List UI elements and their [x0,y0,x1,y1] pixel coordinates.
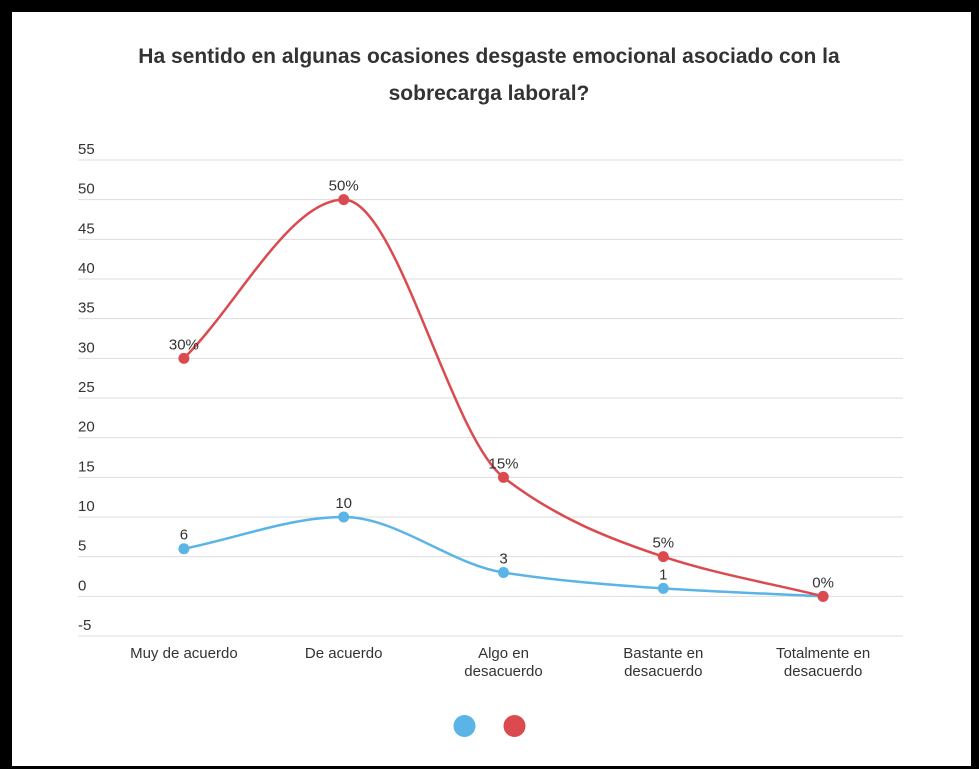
point [338,194,350,206]
legend-marker [453,715,476,737]
y-tick-label: 40 [78,260,95,277]
y-tick-label: 5 [78,538,86,555]
point [178,352,190,364]
y-tick-label: 10 [78,498,95,515]
y-tick-label: 15 [78,458,95,475]
x-tick-label: Muy de acuerdo [130,645,238,662]
point [657,551,669,563]
legend-marker [503,715,526,737]
y-tick-label: -5 [78,617,91,634]
y-tick-label: 55 [78,141,95,158]
data-label: 5% [652,535,674,552]
data-label: 3 [499,551,507,568]
data-label: 30% [169,336,199,353]
x-tick-label: De acuerdo [304,645,383,662]
y-tick-label: 30 [78,339,95,356]
point [817,590,829,602]
data-label: 1 [659,566,667,583]
series-line [183,198,824,598]
data-label: 10 [335,495,352,512]
point [498,567,509,579]
point [498,471,509,483]
point [178,543,190,555]
data-label: 50% [329,178,359,195]
y-tick-label: 0 [78,577,86,594]
point [657,582,669,594]
x-tick-label: Totalmente en desacuerdo [775,645,871,680]
x-tick-label: Bastante en desacuerdo [623,645,704,680]
x-tick-label: Algo en desacuerdo [464,645,543,680]
y-tick-label: 50 [78,181,95,198]
chart-title: Ha sentido en algunas ocasiones desgaste… [138,45,840,105]
point [338,511,350,523]
data-label: 15% [488,455,518,472]
data-label: 6 [180,527,188,544]
y-tick-label: 45 [78,220,95,237]
y-tick-label: 20 [78,419,95,436]
data-label: 0% [812,574,834,591]
y-tick-label: 35 [78,300,95,317]
y-tick-label: 25 [78,379,95,396]
